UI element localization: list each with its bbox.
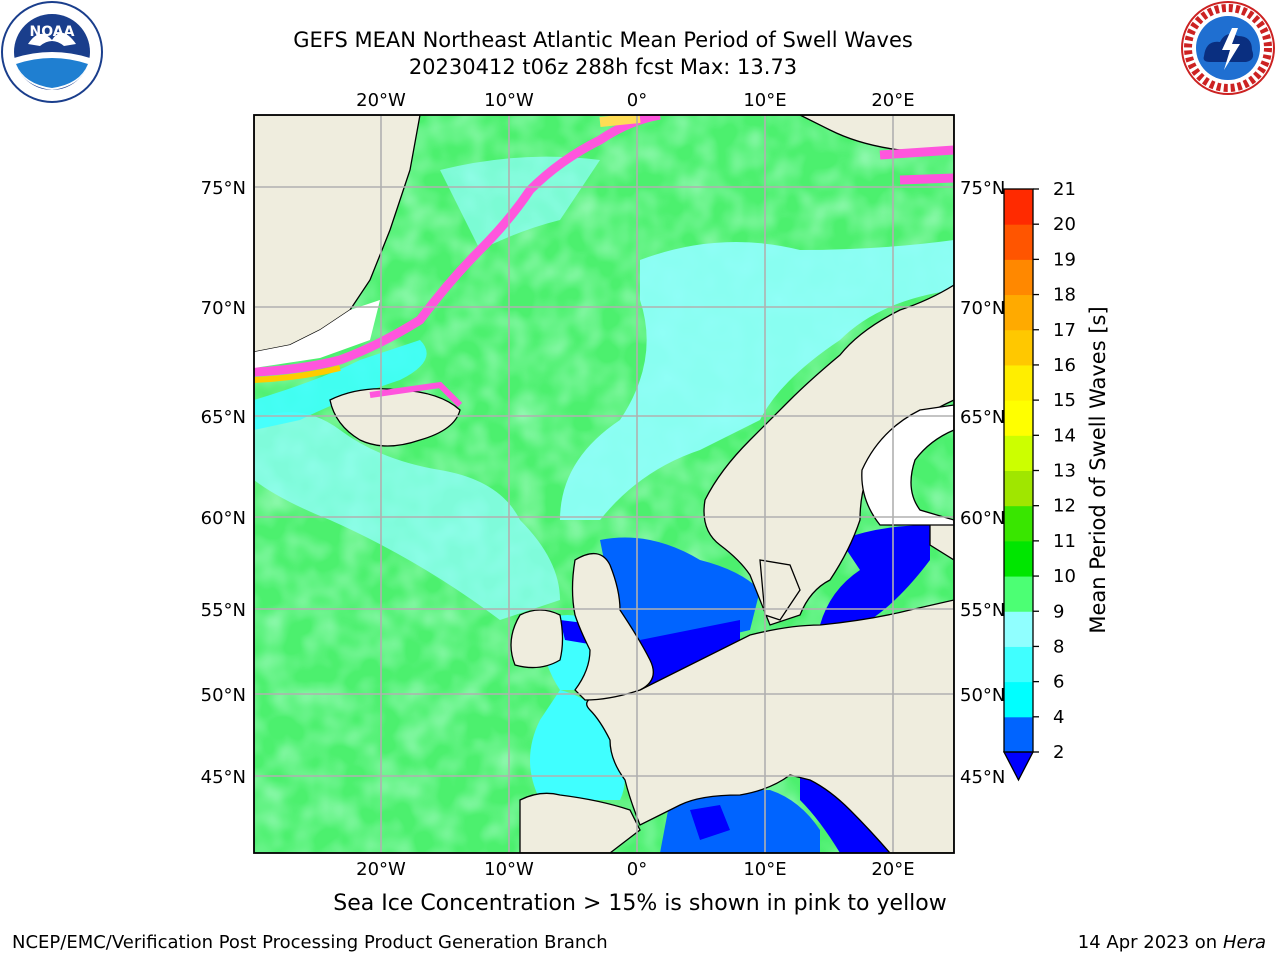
scandinavia	[703, 284, 954, 626]
lat-label-right: 60°N	[960, 508, 1005, 529]
colorbar-tick-label: 20	[1053, 214, 1076, 235]
lat-label-left: 55°N	[201, 600, 246, 621]
colorbar-tick-label: 14	[1053, 425, 1076, 446]
lat-label-right: 70°N	[960, 298, 1005, 319]
colorbar-swatch	[1004, 224, 1033, 260]
colorbar-under-arrow	[1002, 751, 1035, 782]
lat-label-left: 75°N	[201, 178, 246, 199]
lon-label-top: 10°W	[484, 90, 534, 111]
colorbar-tick-label: 2	[1053, 742, 1064, 763]
colorbar-tick-label: 6	[1053, 672, 1064, 693]
lon-labels: 20°W 10°W 0° 10°E 20°E 20°W 10°W 0° 10°E…	[356, 90, 914, 880]
colorbar-swatch	[1004, 400, 1033, 436]
colorbar-swatch	[1004, 611, 1033, 647]
lat-label-right: 55°N	[960, 600, 1005, 621]
land	[254, 115, 954, 853]
colorbar-swatch	[1004, 329, 1033, 366]
footer-date: 14 Apr 2023 on Hera	[1078, 932, 1266, 953]
lon-label-bottom: 20°W	[356, 859, 406, 880]
lat-label-left: 70°N	[201, 298, 246, 319]
colorbar-tick-label: 15	[1053, 390, 1076, 411]
colorbar-tick-label: 21	[1053, 179, 1076, 200]
colorbar-tick-label: 4	[1053, 707, 1064, 728]
colorbar-tick-label: 9	[1053, 601, 1064, 622]
map-area	[254, 115, 954, 853]
colorbar-swatch	[1004, 259, 1033, 296]
lon-label-top: 0°	[627, 90, 647, 111]
colorbar-tick-label: 18	[1053, 285, 1076, 306]
lon-label-top: 10°E	[743, 90, 786, 111]
colorbar-label: Mean Period of Swell Waves [s]	[1086, 306, 1110, 633]
lon-label-top: 20°W	[356, 90, 406, 111]
graticule	[254, 115, 954, 853]
ireland	[510, 609, 564, 669]
colorbar-tick-label: 12	[1053, 496, 1076, 517]
swell-zone-norwegian-sea	[560, 240, 954, 520]
lon-label-bottom: 0°	[627, 859, 647, 880]
continental-europe	[586, 599, 954, 853]
footer-machine: Hera	[1222, 932, 1266, 953]
colorbar-swatch	[1004, 716, 1033, 753]
colorbar-swatch	[1004, 540, 1033, 577]
iceland	[329, 388, 461, 447]
colorbar-tick-label: 13	[1053, 461, 1076, 482]
noaa-logo-text: NOAA	[30, 24, 75, 40]
lon-label-bottom: 10°W	[484, 859, 534, 880]
colorbar: 2 4 6 8 9 10 11 12 13 14 15 16 17 18 19 20 21	[1002, 179, 1076, 782]
gulf-of-bothnia	[861, 404, 954, 526]
denmark	[759, 559, 801, 621]
colorbar-swatch	[1004, 435, 1033, 471]
lat-label-right: 65°N	[960, 407, 1005, 428]
colorbar-tick-label: 11	[1053, 531, 1076, 552]
colorbar-tick-label: 17	[1053, 320, 1076, 341]
colorbar-swatch	[1004, 646, 1033, 683]
lat-label-left: 60°N	[201, 508, 246, 529]
adriatic-sea	[800, 775, 890, 853]
lat-label-right: 75°N	[960, 178, 1005, 199]
colorbar-swatch	[1004, 364, 1033, 401]
sea-ice-edge	[254, 115, 661, 377]
colorbar-tick-label: 16	[1053, 355, 1076, 376]
nws-logo-icon	[1181, 1, 1275, 95]
lat-label-left: 65°N	[201, 407, 246, 428]
colorbar-tick-label: 19	[1053, 249, 1076, 270]
colorbar-swatch	[1004, 681, 1033, 718]
lat-label-right: 50°N	[960, 685, 1005, 706]
footer-credit: NCEP/EMC/Verification Post Processing Pr…	[12, 932, 608, 953]
noaa-logo-icon: NOAA	[1, 1, 103, 103]
iberia	[519, 792, 641, 853]
colorbar-tick-label: 8	[1053, 636, 1064, 657]
sea-ice-note: Sea Ice Concentration > 15% is shown in …	[333, 891, 947, 916]
lat-label-left: 50°N	[201, 685, 246, 706]
great-britain	[571, 553, 654, 701]
map-frame	[253, 114, 955, 854]
colorbar-swatch	[1004, 294, 1033, 331]
colorbar-swatch	[1004, 470, 1033, 507]
lat-label-left: 45°N	[201, 767, 246, 788]
map-subtitle: 20230412 t06z 288h fcst Max: 13.73	[408, 55, 798, 79]
map-title: GEFS MEAN Northeast Atlantic Mean Period…	[293, 28, 913, 52]
lon-label-bottom: 20°E	[871, 859, 914, 880]
swell-zone-cyan	[254, 412, 560, 620]
lat-label-right: 45°N	[960, 767, 1005, 788]
colorbar-swatch	[1004, 576, 1033, 612]
colorbar-swatch	[1004, 505, 1033, 542]
lat-labels: 75°N 70°N 65°N 60°N 55°N 50°N 45°N 75°N …	[201, 178, 1006, 788]
colorbar-swatch	[1004, 189, 1033, 225]
colorbar-tick-label: 10	[1053, 566, 1076, 587]
lon-label-bottom: 10°E	[743, 859, 786, 880]
footer-date-text: 14 Apr 2023 on	[1077, 932, 1223, 953]
lon-label-top: 20°E	[871, 90, 914, 111]
